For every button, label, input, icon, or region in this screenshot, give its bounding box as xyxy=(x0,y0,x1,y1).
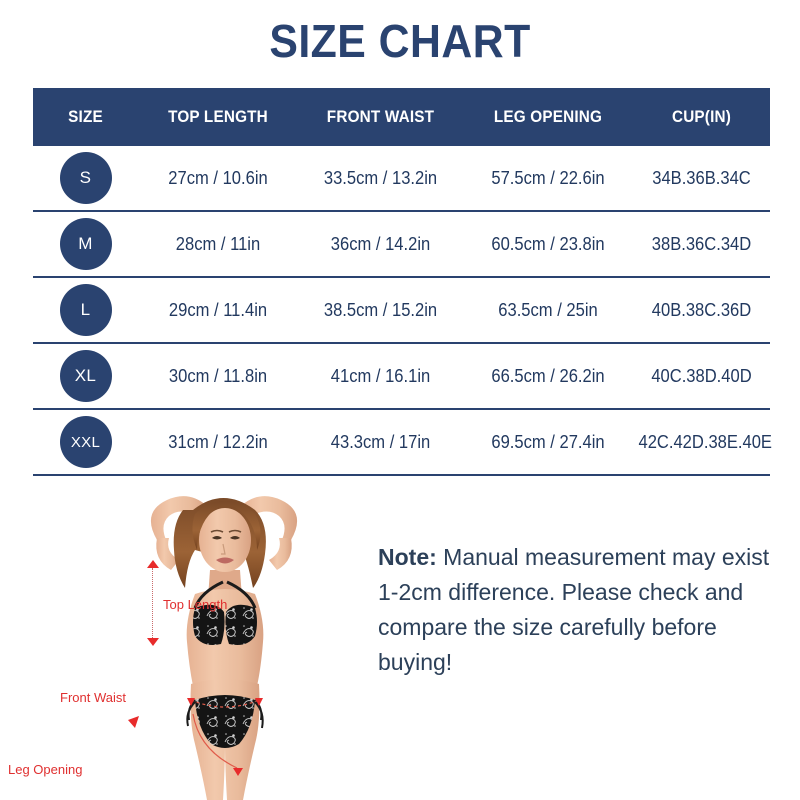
cell-front-waist: 36cm / 14.2in xyxy=(330,233,431,254)
cell-leg-opening: 60.5cm / 23.8in xyxy=(491,233,605,254)
cell-cup: 40C.38D.40D xyxy=(651,365,752,386)
leg-opening-guide xyxy=(192,713,238,769)
note-text: Manual measurement may exist 1-2cm diffe… xyxy=(378,544,770,675)
leg-marker xyxy=(128,716,139,728)
size-badge: XXL xyxy=(59,416,112,468)
cell-top-length: 28cm / 11in xyxy=(175,233,261,254)
annotation-top-length: Top Length xyxy=(163,597,228,612)
face xyxy=(199,508,251,572)
cell-front-waist: 33.5cm / 13.2in xyxy=(323,167,438,188)
size-badge-cell: XXL xyxy=(33,416,138,468)
size-badge: XL xyxy=(59,350,112,402)
size-badge-cell: XL xyxy=(33,350,138,402)
bikini-top-left xyxy=(193,604,225,645)
cell-front-waist: 38.5cm / 15.2in xyxy=(323,299,438,320)
cell-front-waist: 43.3cm / 17in xyxy=(330,431,431,452)
size-badge: L xyxy=(59,284,112,336)
size-badge-cell: M xyxy=(33,218,138,270)
bikini-top-right xyxy=(225,604,257,645)
top-length-dotted-line xyxy=(152,568,153,638)
table-row: L 29cm / 11.4in 38.5cm / 15.2in 63.5cm /… xyxy=(33,278,770,344)
bikini-bottom xyxy=(195,695,255,748)
waist-marker-right xyxy=(255,698,263,706)
column-header-top-length: TOP LENGTH xyxy=(168,107,268,126)
front-waist-guide xyxy=(190,699,260,708)
cell-cup: 34B.36B.34C xyxy=(652,167,751,188)
cell-front-waist: 41cm / 16.1in xyxy=(330,365,431,386)
model-photo xyxy=(95,478,385,800)
column-header-size: SIZE xyxy=(68,107,103,126)
cell-top-length: 30cm / 11.8in xyxy=(168,365,268,386)
page-title: SIZE CHART xyxy=(269,15,531,67)
lips xyxy=(216,557,234,564)
table-row: XL 30cm / 11.8in 41cm / 16.1in 66.5cm / … xyxy=(33,344,770,410)
model-illustration xyxy=(128,496,298,800)
top-length-arrow-down-icon xyxy=(147,638,159,646)
cell-top-length: 27cm / 10.6in xyxy=(168,167,268,188)
column-header-leg-opening: LEG OPENING xyxy=(493,107,603,126)
top-length-arrow-up-icon xyxy=(147,560,159,568)
right-arm xyxy=(241,496,298,542)
cell-cup: 42C.42D.38E.40E xyxy=(638,431,772,452)
cell-top-length: 31cm / 12.2in xyxy=(168,431,268,452)
size-chart-table: SIZE TOP LENGTH FRONT WAIST LEG OPENING … xyxy=(33,88,772,476)
cell-leg-opening: 66.5cm / 26.2in xyxy=(491,365,605,386)
annotation-front-waist: Front Waist xyxy=(60,690,126,705)
cell-leg-opening: 69.5cm / 27.4in xyxy=(491,431,605,452)
size-badge-cell: S xyxy=(33,152,138,204)
table-row: XXL 31cm / 12.2in 43.3cm / 17in 69.5cm /… xyxy=(33,410,772,476)
size-badge: S xyxy=(59,152,112,204)
leg-opening-marker xyxy=(233,768,243,776)
cell-leg-opening: 57.5cm / 22.6in xyxy=(491,167,605,188)
cell-cup: 40B.38C.36D xyxy=(651,299,752,320)
table-header-row: SIZE TOP LENGTH FRONT WAIST LEG OPENING … xyxy=(33,88,770,146)
waist-marker-left xyxy=(187,698,195,706)
cell-top-length: 29cm / 11.4in xyxy=(168,299,268,320)
note-block: Note: Manual measurement may exist 1-2cm… xyxy=(378,540,778,680)
column-header-cup: CUP(IN) xyxy=(671,107,732,126)
cell-leg-opening: 63.5cm / 25in xyxy=(498,299,598,320)
annotation-leg-opening: Leg Opening xyxy=(8,762,83,777)
size-badge-cell: L xyxy=(33,284,138,336)
table-row: M 28cm / 11in 36cm / 14.2in 60.5cm / 23.… xyxy=(33,212,770,278)
size-badge: M xyxy=(59,218,112,270)
cell-cup: 38B.36C.34D xyxy=(651,233,752,254)
table-row: S 27cm / 10.6in 33.5cm / 13.2in 57.5cm /… xyxy=(33,146,770,212)
note-label: Note: xyxy=(378,544,437,570)
left-arm xyxy=(150,496,207,542)
column-header-front-waist: FRONT WAIST xyxy=(326,107,435,126)
